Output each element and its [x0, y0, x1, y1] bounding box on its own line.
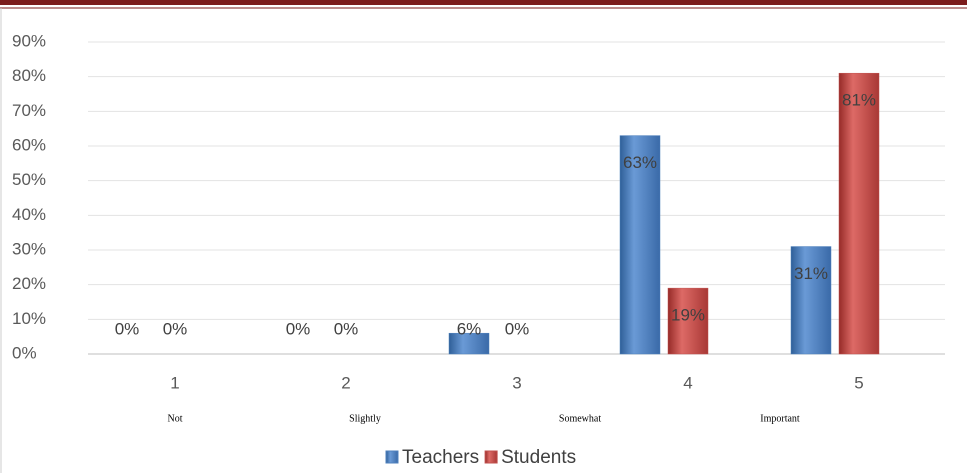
- category-description: Somewhat: [559, 413, 601, 424]
- bar: [619, 135, 661, 355]
- y-tick-label: 70%: [12, 101, 46, 120]
- legend-swatch: [385, 450, 399, 464]
- value-label: 0%: [163, 319, 188, 338]
- bar: [790, 246, 832, 355]
- x-tick-label: 1: [170, 373, 179, 392]
- value-label: 6%: [457, 319, 482, 338]
- bar: [838, 72, 880, 355]
- y-tick-label: 30%: [12, 239, 46, 258]
- bar: [448, 332, 490, 355]
- header-band: [0, 0, 967, 5]
- bar: [667, 287, 709, 355]
- category-description: Slightly: [349, 413, 381, 424]
- value-label: 63%: [623, 153, 657, 172]
- value-label: 0%: [505, 319, 530, 338]
- legend-label: Students: [501, 447, 576, 468]
- legend-swatch: [484, 450, 498, 464]
- x-tick-label: 2: [341, 373, 350, 392]
- value-label: 81%: [842, 91, 876, 110]
- legend-label: Teachers: [402, 447, 479, 468]
- y-tick-label: 90%: [12, 31, 46, 50]
- category-description: Not: [168, 413, 183, 424]
- y-tick-label: 60%: [12, 135, 46, 154]
- y-tick-label: 40%: [12, 205, 46, 224]
- x-tick-label: 5: [854, 373, 863, 392]
- value-label: 0%: [286, 319, 311, 338]
- y-tick-label: 10%: [12, 309, 46, 328]
- value-label: 31%: [794, 264, 828, 283]
- y-tick-label: 80%: [12, 66, 46, 85]
- x-tick-label: 4: [683, 373, 692, 392]
- x-tick-label: 3: [512, 373, 521, 392]
- value-label: 0%: [334, 319, 359, 338]
- value-label: 0%: [115, 319, 140, 338]
- y-tick-label: 50%: [12, 170, 46, 189]
- y-tick-label: 0%: [12, 343, 37, 362]
- y-tick-label: 20%: [12, 274, 46, 293]
- value-label: 19%: [671, 306, 705, 325]
- category-description: Important: [760, 413, 800, 424]
